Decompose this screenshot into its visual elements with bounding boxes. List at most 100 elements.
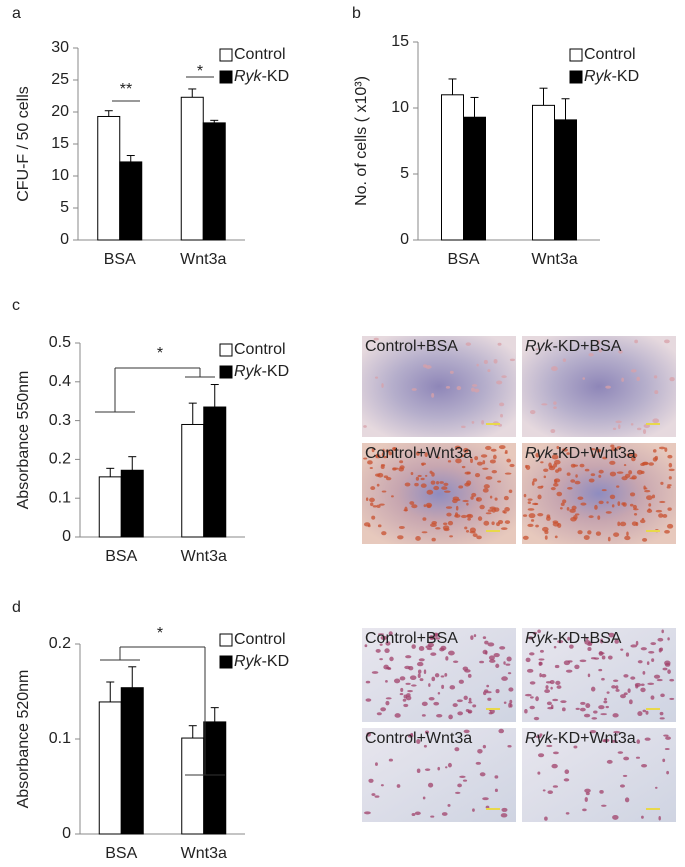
cell (669, 376, 675, 382)
cell (593, 710, 598, 714)
cell (411, 812, 416, 817)
cell (423, 669, 427, 675)
legend-label: Control (234, 46, 286, 63)
cell (434, 673, 440, 678)
cell (421, 714, 426, 717)
cell (497, 342, 502, 346)
cell (579, 463, 585, 468)
legend-label: Control (234, 341, 286, 358)
cell (611, 739, 618, 743)
cell (470, 496, 474, 500)
cell (497, 480, 502, 483)
cell (464, 526, 468, 530)
significance: ** (120, 81, 132, 98)
significance: * (197, 63, 203, 80)
cell (527, 508, 535, 511)
cell (539, 649, 544, 653)
bar (120, 687, 144, 835)
cell (468, 697, 472, 702)
cell (620, 694, 626, 699)
cell (527, 498, 533, 501)
image-label: Control+BSA (365, 338, 458, 355)
x-tick-label: BSA (105, 845, 137, 862)
cell (598, 474, 602, 478)
cell (375, 762, 378, 766)
cell (546, 701, 552, 706)
cell (590, 473, 596, 477)
cell (476, 363, 479, 367)
cell (525, 657, 531, 663)
cell (449, 685, 456, 690)
cell (647, 682, 655, 685)
cell (440, 645, 447, 651)
cell (618, 350, 623, 354)
image-label: Ryk-KD+BSA (525, 338, 622, 355)
cell (619, 784, 626, 788)
cell (423, 504, 427, 508)
cell (485, 512, 492, 515)
cell (546, 744, 553, 748)
scale-bar (486, 530, 500, 532)
cell (483, 484, 490, 489)
cell (656, 678, 663, 682)
cell (553, 483, 559, 487)
y-tick-label: 5 (400, 165, 409, 182)
cell (642, 670, 646, 675)
cell (385, 697, 392, 700)
cell (429, 470, 433, 474)
cell (544, 816, 548, 821)
cell (463, 447, 469, 453)
legend-label: Ryk-KD (234, 68, 289, 85)
cell (448, 714, 453, 720)
cell (437, 691, 441, 695)
cell (621, 377, 624, 382)
cell (496, 380, 503, 385)
cell (623, 464, 627, 467)
cell (557, 640, 564, 644)
cell (380, 707, 387, 712)
significance: * (157, 345, 163, 362)
cell (463, 729, 470, 734)
cell (504, 451, 508, 454)
scale-bar (486, 423, 500, 425)
cell (403, 694, 408, 699)
cell (640, 647, 647, 651)
cell (614, 639, 619, 644)
cell (487, 369, 491, 373)
cell (648, 503, 652, 507)
cell (550, 429, 556, 434)
cell (530, 519, 535, 522)
cell (445, 506, 453, 509)
cell (616, 485, 620, 488)
cell (551, 366, 558, 372)
cell (431, 676, 436, 682)
cell (482, 797, 489, 801)
cell (652, 418, 660, 424)
cell (537, 629, 541, 634)
cell (640, 519, 646, 524)
cell (587, 673, 591, 678)
cell (503, 661, 506, 665)
y-tick-label: 0.3 (49, 412, 71, 429)
cell (423, 744, 427, 748)
cell (603, 700, 608, 704)
cell (661, 629, 664, 634)
cell (507, 672, 512, 675)
cell (509, 699, 513, 704)
cell (617, 521, 621, 527)
legend-swatch (219, 48, 233, 62)
cell (402, 698, 407, 702)
y-axis-label: Absorbance 520nm (15, 670, 32, 809)
cell (458, 679, 464, 684)
cell (462, 666, 469, 671)
cell (363, 522, 371, 527)
cell (566, 452, 570, 455)
error-bar (210, 119, 219, 123)
x-tick-label: BSA (447, 251, 479, 268)
cell (626, 453, 633, 457)
cell (645, 710, 649, 715)
cell (409, 675, 417, 681)
cell (617, 751, 624, 754)
cell (443, 482, 449, 487)
cell (667, 454, 673, 459)
